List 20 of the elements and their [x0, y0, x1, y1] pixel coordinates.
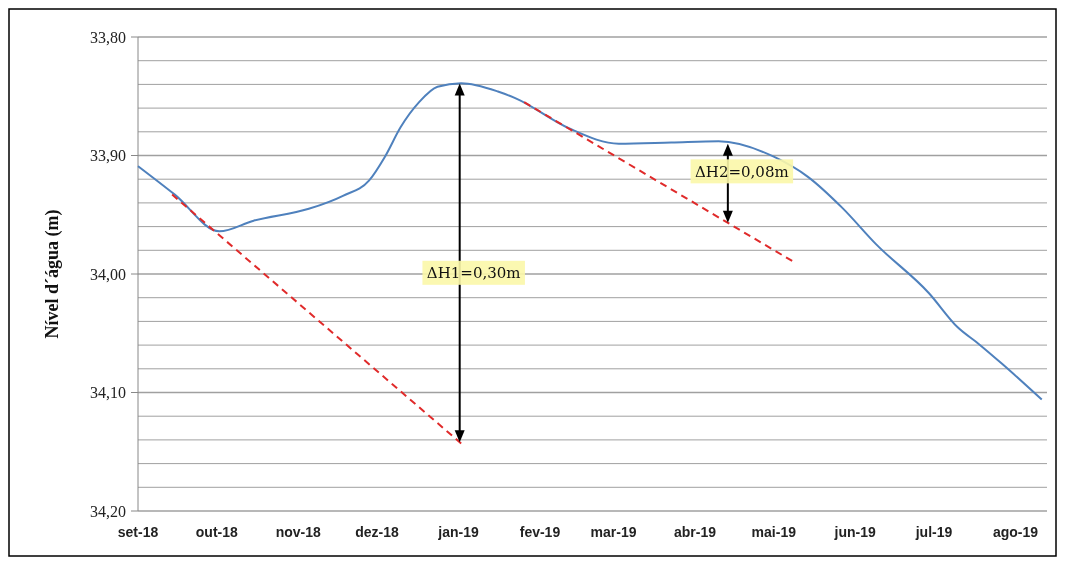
y-tick-label: 34,10 [90, 384, 126, 402]
x-tick-label: jun-19 [833, 524, 877, 540]
x-tick-label: mar-19 [590, 524, 637, 540]
y-tick-label: 33,80 [90, 28, 126, 46]
x-tick-label: fev-19 [519, 524, 561, 540]
x-tick-label: out-18 [195, 524, 239, 540]
x-tick-label: set-18 [117, 524, 159, 540]
annotation: ΔH2=0,08m [695, 162, 789, 181]
x-tick-label: jan-19 [437, 524, 479, 540]
y-tick-label: 33,90 [90, 147, 126, 165]
x-tick-label: jul-19 [914, 524, 953, 540]
x-tick-label: nov-18 [275, 524, 322, 540]
y-axis-title: Nível d´água (m) [42, 209, 63, 339]
x-tick-label: abr-19 [673, 524, 717, 540]
x-tick-label: mai-19 [751, 524, 797, 540]
line-series [137, 82, 1043, 401]
x-tick-label: ago-19 [992, 524, 1039, 540]
x-tick-label: dez-18 [355, 524, 400, 540]
y-tick-label: 34,20 [90, 502, 126, 520]
y-tick-label: 34,00 [90, 265, 126, 283]
